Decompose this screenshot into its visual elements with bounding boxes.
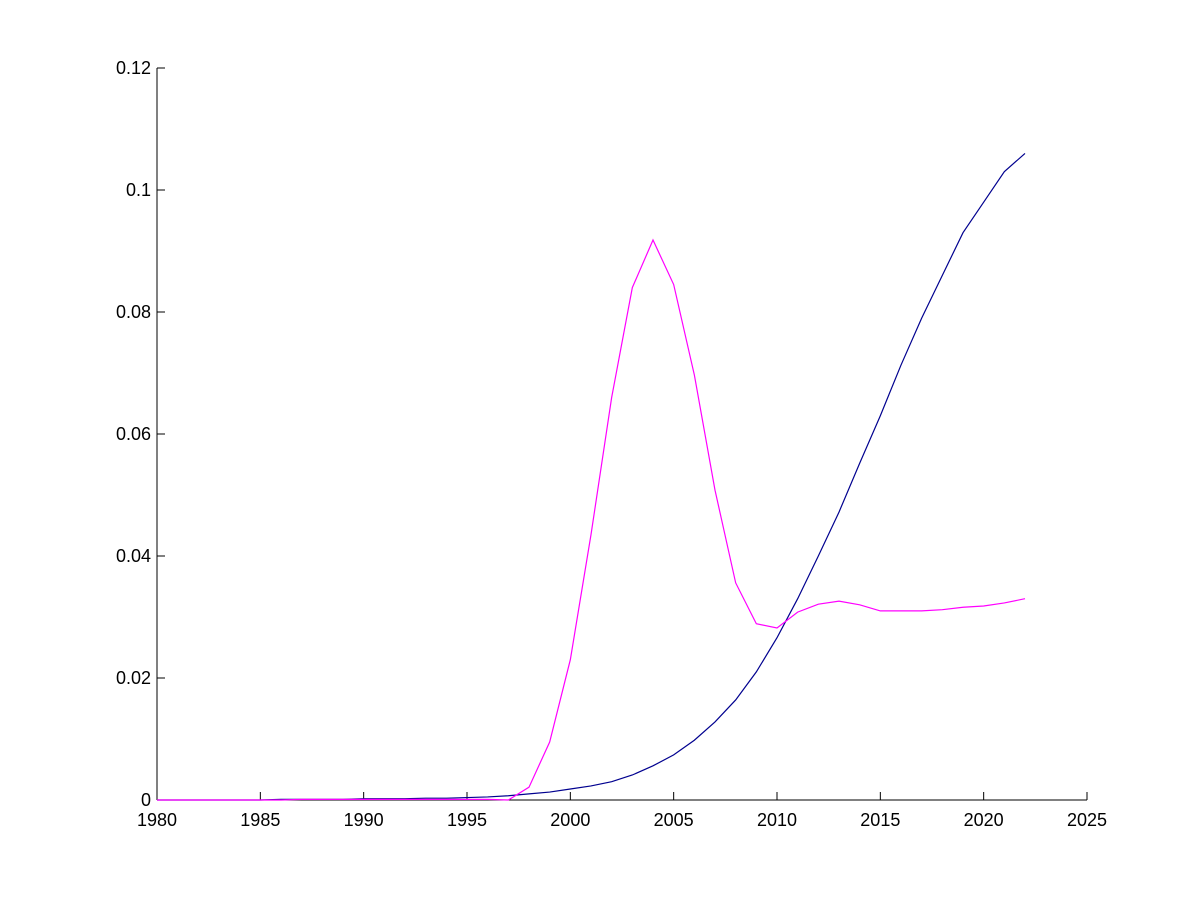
y-tick-label: 0 [141, 790, 151, 810]
x-tick-label: 2010 [757, 810, 797, 830]
y-tick-label: 0.08 [116, 302, 151, 322]
series-line [157, 238, 1026, 801]
x-tick-label: 2025 [1067, 810, 1107, 830]
y-tick-label: 0.04 [116, 546, 151, 566]
x-tick-label: 2020 [964, 810, 1004, 830]
y-tick-label: 0.06 [116, 424, 151, 444]
x-tick-label: 1985 [240, 810, 280, 830]
x-tick-label: 2000 [550, 810, 590, 830]
x-tick-label: 2005 [654, 810, 694, 830]
y-tick-label: 0.12 [116, 58, 151, 78]
y-tick-label: 0.1 [126, 180, 151, 200]
y-tick-label: 0.02 [116, 668, 151, 688]
x-tick-label: 1990 [344, 810, 384, 830]
series-line [157, 152, 1026, 801]
x-tick-label: 1980 [137, 810, 177, 830]
x-tick-label: 2015 [860, 810, 900, 830]
x-tick-label: 1995 [447, 810, 487, 830]
